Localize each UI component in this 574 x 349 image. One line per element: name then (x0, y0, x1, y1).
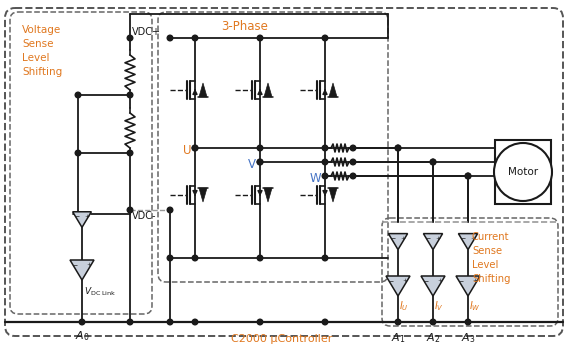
Polygon shape (459, 233, 478, 250)
Circle shape (257, 159, 263, 165)
Text: +: + (87, 262, 92, 267)
Circle shape (257, 255, 263, 261)
Polygon shape (199, 188, 207, 202)
Text: −: − (390, 236, 395, 240)
Text: $V_{\rm DC\ Link}$: $V_{\rm DC\ Link}$ (84, 285, 117, 297)
Polygon shape (421, 276, 445, 296)
Circle shape (257, 319, 263, 325)
Polygon shape (70, 260, 94, 280)
Text: −: − (460, 236, 466, 240)
Circle shape (395, 145, 401, 151)
Text: +: + (84, 214, 90, 219)
Text: Current
Sense
Level
Shifting: Current Sense Level Shifting (472, 232, 510, 284)
Circle shape (350, 173, 356, 179)
Circle shape (322, 145, 328, 151)
Circle shape (79, 319, 85, 325)
Text: Motor: Motor (508, 167, 538, 177)
Polygon shape (264, 83, 272, 97)
Circle shape (127, 319, 133, 325)
Polygon shape (424, 233, 443, 250)
Text: $A_3$: $A_3$ (461, 331, 475, 345)
Polygon shape (264, 188, 272, 202)
Text: 3-Phase: 3-Phase (222, 20, 269, 33)
Circle shape (430, 159, 436, 165)
Text: C2000 μController: C2000 μController (231, 334, 333, 344)
FancyBboxPatch shape (495, 140, 551, 204)
Text: VDC+: VDC+ (132, 27, 161, 37)
Polygon shape (199, 83, 207, 97)
Circle shape (127, 207, 133, 213)
Polygon shape (329, 188, 337, 202)
Polygon shape (386, 276, 410, 296)
Text: −: − (72, 262, 77, 267)
Circle shape (127, 35, 133, 41)
Circle shape (350, 159, 356, 165)
Circle shape (395, 319, 401, 325)
Circle shape (75, 150, 81, 156)
Text: V: V (248, 157, 256, 171)
Text: −: − (458, 278, 463, 283)
Text: +: + (470, 236, 476, 240)
Text: +: + (403, 278, 408, 283)
Circle shape (192, 35, 198, 41)
Circle shape (494, 143, 552, 201)
Circle shape (167, 207, 173, 213)
Polygon shape (456, 276, 480, 296)
Text: +: + (473, 278, 478, 283)
Circle shape (395, 145, 401, 151)
Circle shape (167, 35, 173, 41)
Circle shape (75, 92, 81, 98)
Circle shape (257, 35, 263, 41)
Text: $I_V$: $I_V$ (434, 299, 444, 313)
Circle shape (465, 319, 471, 325)
Circle shape (322, 159, 328, 165)
Circle shape (322, 35, 328, 41)
Text: −: − (425, 236, 430, 240)
Text: +: + (400, 236, 406, 240)
Circle shape (257, 145, 263, 151)
Circle shape (430, 159, 436, 165)
Circle shape (430, 319, 436, 325)
Circle shape (167, 319, 173, 325)
Circle shape (192, 145, 198, 151)
Text: −: − (423, 278, 428, 283)
Circle shape (350, 145, 356, 151)
Circle shape (257, 159, 263, 165)
Text: $I_W$: $I_W$ (469, 299, 481, 313)
Text: $A_1$: $A_1$ (391, 331, 405, 345)
Circle shape (127, 150, 133, 156)
Text: U: U (183, 143, 191, 156)
Polygon shape (389, 233, 408, 250)
Circle shape (192, 255, 198, 261)
Text: Voltage
Sense
Level
Shifting: Voltage Sense Level Shifting (22, 25, 62, 77)
Polygon shape (73, 212, 91, 227)
Text: $A_2$: $A_2$ (426, 331, 440, 345)
Polygon shape (329, 83, 337, 97)
Circle shape (127, 92, 133, 98)
Circle shape (192, 145, 198, 151)
Text: $A_0$: $A_0$ (75, 329, 90, 343)
Text: +: + (435, 236, 441, 240)
Circle shape (322, 319, 328, 325)
Text: W: W (309, 171, 321, 185)
Text: +: + (438, 278, 443, 283)
Text: −: − (75, 214, 80, 219)
Circle shape (322, 173, 328, 179)
Circle shape (465, 173, 471, 179)
Text: VDC-: VDC- (132, 211, 157, 221)
Circle shape (167, 255, 173, 261)
Circle shape (322, 255, 328, 261)
Text: −: − (388, 278, 393, 283)
Circle shape (465, 173, 471, 179)
Circle shape (192, 319, 198, 325)
Text: $I_U$: $I_U$ (399, 299, 409, 313)
